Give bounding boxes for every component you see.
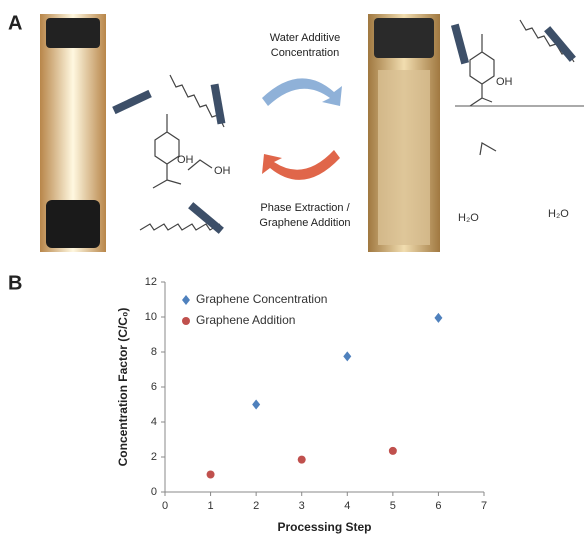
vial-photo: [368, 14, 440, 252]
arrow: [262, 78, 342, 106]
molecule-label: OH: [177, 154, 194, 166]
y-axis-label: Concentration Factor (C/C₀): [116, 308, 130, 467]
data-point: [252, 400, 260, 410]
arrow-caption: Water Additive: [270, 32, 341, 44]
y-tick-label: 0: [151, 486, 157, 498]
arrow-caption: Graphene Addition: [259, 217, 350, 229]
data-point: [207, 471, 215, 479]
y-tick-label: 10: [145, 311, 157, 323]
x-tick-label: 3: [299, 500, 305, 512]
panel-label: A: [8, 12, 22, 34]
y-tick-label: 12: [145, 276, 157, 288]
molecule-label: OH: [214, 165, 231, 177]
x-tick-label: 2: [253, 500, 259, 512]
x-tick-label: 4: [344, 500, 350, 512]
x-tick-label: 0: [162, 500, 168, 512]
arrow-caption: Concentration: [271, 47, 340, 59]
data-point: [434, 313, 442, 323]
y-tick-label: 8: [151, 346, 157, 358]
x-tick-label: 6: [435, 500, 441, 512]
panel-label: B: [8, 272, 22, 294]
arrow: [262, 150, 340, 180]
molecule-label: H₂O: [458, 212, 479, 224]
x-tick-label: 1: [208, 500, 214, 512]
y-tick-label: 2: [151, 451, 157, 463]
legend-marker: [182, 317, 190, 325]
x-tick-label: 7: [481, 500, 487, 512]
x-axis-label: Processing Step: [277, 520, 371, 534]
data-point: [389, 447, 397, 455]
molecule-label: OH: [496, 76, 513, 88]
molecule-drawings: [140, 20, 574, 230]
y-tick-label: 4: [151, 416, 157, 428]
molecule-label: H₂O: [548, 208, 569, 220]
data-point: [343, 351, 351, 361]
data-point: [298, 456, 306, 464]
figure: A OH OH OH OH H₂O H₂O Water Additi: [0, 0, 584, 535]
y-tick-label: 6: [151, 381, 157, 393]
vial-photo: [40, 14, 106, 252]
x-tick-label: 5: [390, 500, 396, 512]
legend-marker: [182, 295, 190, 305]
page: A OH OH OH OH H₂O H₂O Water Additi: [0, 0, 584, 540]
arrow-caption: Phase Extraction /: [260, 202, 350, 214]
legend-label: Graphene Concentration: [196, 292, 327, 306]
legend-label: Graphene Addition: [196, 313, 295, 327]
